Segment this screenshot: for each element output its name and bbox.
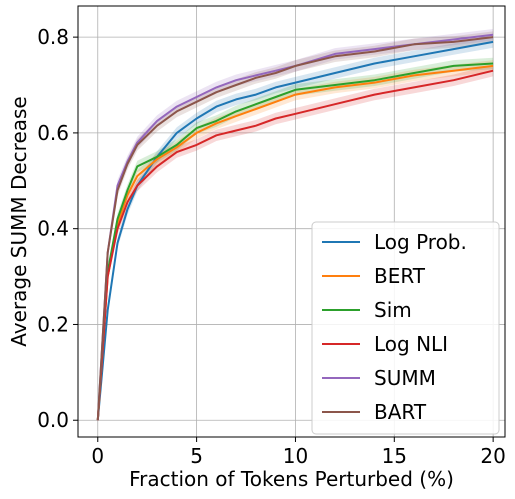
y-axis-title: Average SUMM Decrease <box>7 96 31 346</box>
series-line <box>96 62 494 421</box>
y-tick-label: 0.4 <box>37 217 69 241</box>
legend-label: Log Prob. <box>374 230 467 254</box>
x-tick-label: 0 <box>91 444 104 468</box>
plot-frame <box>77 5 506 438</box>
x-tick-label: 20 <box>480 444 505 468</box>
series-line <box>96 40 494 421</box>
legend-label: Sim <box>374 298 412 322</box>
y-tick-label: 0.0 <box>37 408 69 432</box>
legend-label: Log NLI <box>374 332 448 356</box>
legend-label: BART <box>374 400 427 424</box>
axis-ticks: 0 5 10 15 20 0.0 0.2 0.4 0.6 0.8 <box>37 25 506 468</box>
legend-label: SUMM <box>374 366 436 390</box>
legend: Log Prob. BERT Sim Log NLI SUMM BART <box>311 221 500 435</box>
y-tick-label: 0.2 <box>37 312 69 336</box>
x-axis-title: Fraction of Tokens Perturbed (%) <box>129 467 454 491</box>
y-tick-label: 0.6 <box>37 121 69 145</box>
series-line <box>96 36 494 421</box>
series-lines <box>96 33 494 421</box>
y-tick-label: 0.8 <box>37 25 69 49</box>
legend-label: BERT <box>374 264 426 288</box>
x-tick-label: 10 <box>283 444 308 468</box>
x-tick-label: 5 <box>190 444 203 468</box>
x-tick-label: 15 <box>382 444 407 468</box>
series-line <box>96 64 494 421</box>
series-line <box>96 69 494 421</box>
